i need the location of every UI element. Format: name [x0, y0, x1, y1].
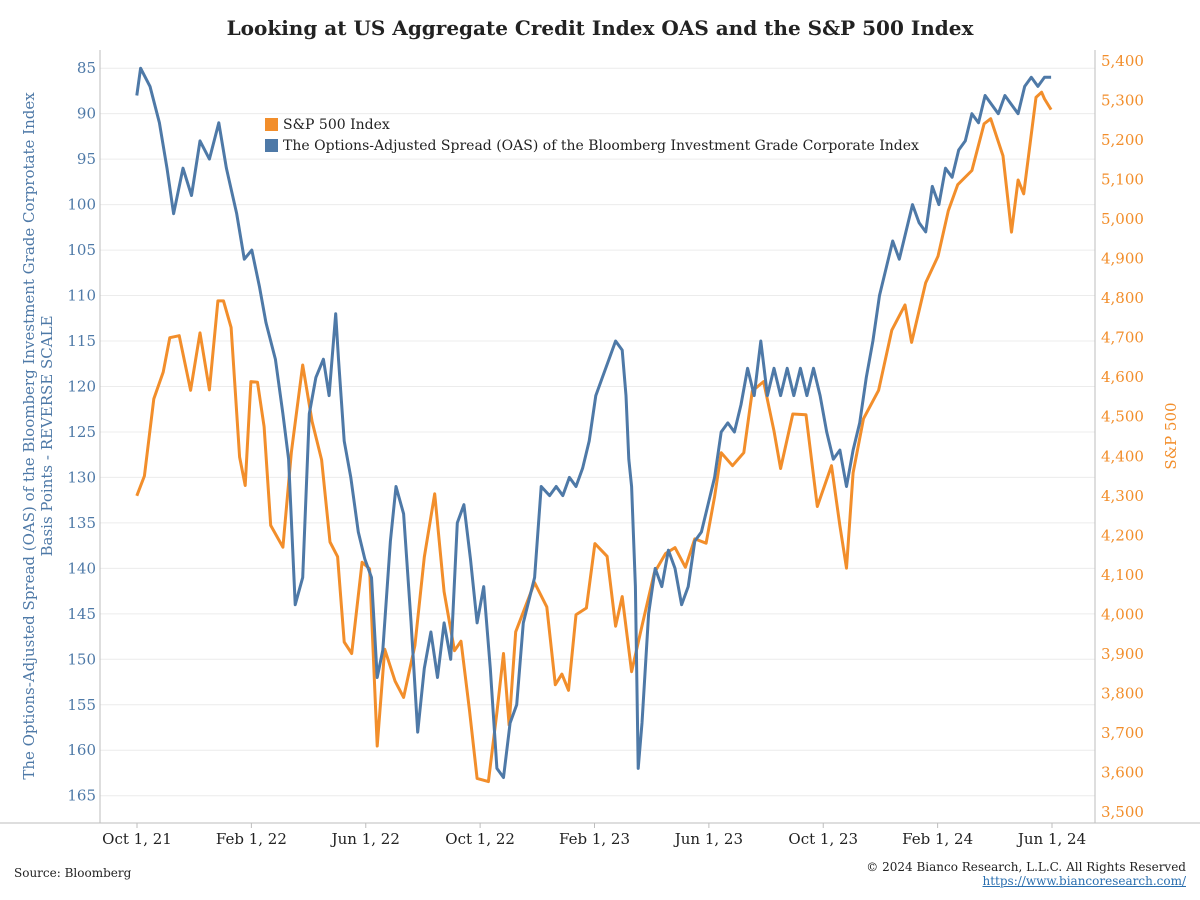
x-tick-label: Feb 1, 24	[902, 830, 973, 848]
source-note: Source: Bloomberg	[14, 866, 132, 880]
left-tick-label: 100	[67, 196, 96, 214]
right-tick-label: 5,000	[1101, 210, 1144, 228]
x-tick-label: Oct 1, 21	[102, 830, 172, 848]
left-tick-label: 140	[67, 559, 96, 577]
right-tick-label: 4,000	[1101, 605, 1144, 623]
right-tick-label: 4,100	[1101, 566, 1144, 584]
left-tick-label: 95	[77, 150, 96, 168]
legend-label-oas: The Options-Adjusted Spread (OAS) of the…	[283, 137, 919, 154]
legend-swatch-spx	[265, 118, 278, 131]
x-tick-label: Oct 1, 23	[788, 830, 858, 848]
left-tick-label: 135	[67, 514, 96, 532]
x-tick-label: Jun 1, 24	[1016, 830, 1086, 848]
oas-series-line	[135, 66, 1052, 779]
left-tick-label: 115	[67, 332, 96, 350]
right-tick-label: 3,700	[1101, 724, 1144, 742]
right-tick-label: 4,500	[1101, 408, 1144, 426]
left-tick-label: 150	[67, 650, 96, 668]
right-tick-label: 3,800	[1101, 684, 1144, 702]
copyright-text: © 2024 Bianco Research, L.L.C. All Right…	[866, 860, 1186, 874]
website-link[interactable]: https://www.biancoresearch.com/	[982, 874, 1186, 888]
footer-credits: © 2024 Bianco Research, L.L.C. All Right…	[866, 860, 1186, 888]
left-tick-label: 90	[77, 105, 96, 123]
left-tick-label: 125	[67, 423, 96, 441]
legend-item-oas: The Options-Adjusted Spread (OAS) of the…	[265, 135, 919, 156]
right-tick-label: 4,800	[1101, 289, 1144, 307]
left-tick-label: 130	[67, 468, 96, 486]
right-axis-title: S&P 500	[1162, 402, 1180, 469]
left-axis-title-line2: Basis Points - REVERSE SCALE	[38, 315, 56, 556]
left-tick-label: 105	[67, 241, 96, 259]
left-tick-label: 155	[67, 696, 96, 714]
x-tick-label: Feb 1, 23	[559, 830, 630, 848]
right-tick-label: 4,700	[1101, 329, 1144, 347]
right-tick-label: 5,100	[1101, 171, 1144, 189]
legend-label-spx: S&P 500 Index	[283, 116, 390, 133]
right-tick-label: 4,600	[1101, 368, 1144, 386]
right-tick-label: 3,500	[1101, 803, 1144, 821]
right-tick-label: 5,200	[1101, 131, 1144, 149]
spx-series-line	[135, 90, 1053, 784]
right-tick-label: 3,600	[1101, 763, 1144, 781]
x-tick-label: Feb 1, 22	[216, 830, 287, 848]
right-tick-label: 4,300	[1101, 487, 1144, 505]
x-tick-label: Jun 1, 22	[330, 830, 400, 848]
left-tick-label: 160	[67, 741, 96, 759]
right-tick-label: 5,300	[1101, 92, 1144, 110]
right-tick-label: 3,900	[1101, 645, 1144, 663]
chart-title: Looking at US Aggregate Credit Index OAS…	[226, 16, 974, 40]
left-tick-label: 120	[67, 377, 96, 395]
left-tick-label: 145	[67, 605, 96, 623]
right-tick-label: 4,900	[1101, 250, 1144, 268]
x-tick-label: Jun 1, 23	[673, 830, 743, 848]
right-tick-label: 4,400	[1101, 447, 1144, 465]
left-axis-title-line1: The Options-Adjusted Spread (OAS) of the…	[20, 92, 38, 780]
left-tick-label: 85	[77, 59, 96, 77]
legend-swatch-oas	[265, 139, 278, 152]
legend: S&P 500 Index The Options-Adjusted Sprea…	[265, 114, 919, 156]
left-tick-label: 110	[67, 287, 96, 305]
x-tick-label: Oct 1, 22	[445, 830, 515, 848]
right-tick-label: 5,400	[1101, 52, 1144, 70]
right-tick-label: 4,200	[1101, 526, 1144, 544]
legend-item-spx: S&P 500 Index	[265, 114, 919, 135]
left-tick-label: 165	[67, 787, 96, 805]
